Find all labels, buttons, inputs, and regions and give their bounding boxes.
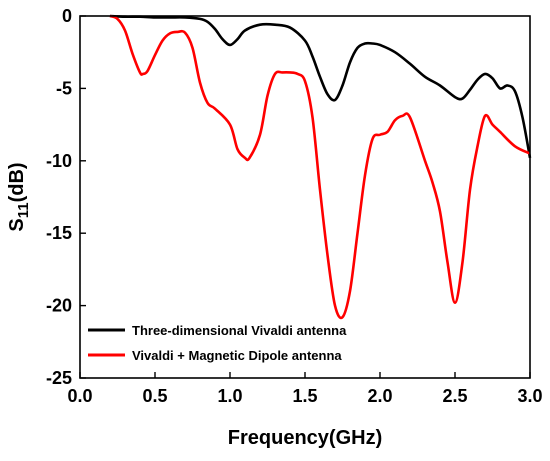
legend-label-series-2: Vivaldi + Magnetic Dipole antenna	[132, 348, 342, 363]
y-axis-title-main: S	[6, 218, 28, 231]
x-tick-label: 0.5	[142, 386, 167, 406]
legend: Three-dimensional Vivaldi antenna Vivald…	[88, 323, 347, 363]
x-tick-label: 0.0	[67, 386, 92, 406]
y-tick-label: -15	[46, 223, 72, 243]
y-axis-title-suffix: (dB)	[6, 162, 28, 202]
y-axis-title-subscript: 11	[15, 202, 32, 218]
series-line-1	[109, 14, 532, 159]
y-tick-label: -10	[46, 151, 72, 171]
series-line-2	[109, 14, 531, 320]
x-axis-ticks: 0.0 0.5 1.0 1.5 2.0 2.5 3.0	[67, 372, 543, 406]
x-tick-label: 2.0	[367, 386, 392, 406]
x-tick-label: 2.5	[442, 386, 467, 406]
y-tick-label: 0	[62, 6, 72, 26]
y-tick-label: -25	[46, 368, 72, 388]
x-tick-label: 1.0	[217, 386, 242, 406]
y-axis-title: S11(dB)	[6, 162, 32, 231]
x-axis-title: Frequency(GHz)	[228, 427, 382, 449]
y-tick-label: -20	[46, 296, 72, 316]
x-tick-label: 3.0	[517, 386, 542, 406]
legend-label-series-1: Three-dimensional Vivaldi antenna	[132, 323, 347, 338]
x-tick-label: 1.5	[292, 386, 317, 406]
y-axis-ticks: 0 -5 -10 -15 -20 -25	[46, 6, 86, 388]
y-tick-label: -5	[56, 78, 72, 98]
plot-curves	[109, 14, 532, 320]
